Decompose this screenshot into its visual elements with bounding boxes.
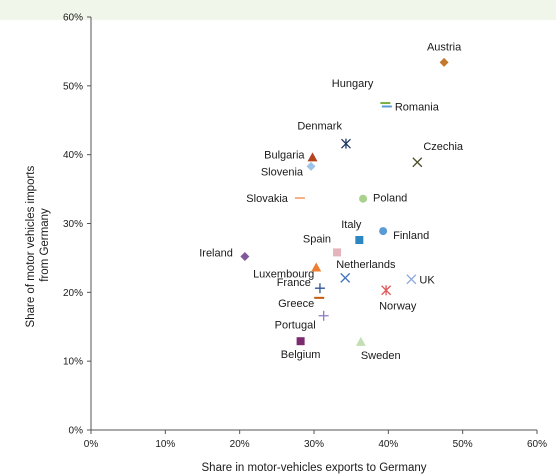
y-axis-title-line2: from Germany	[39, 208, 51, 282]
x-tick-label: 10%	[155, 439, 175, 450]
point-uk	[406, 274, 417, 285]
point-bulgaria	[307, 152, 318, 162]
y-axis-title: Share of motor vehicles imports from Ger…	[25, 163, 51, 328]
label-portugal: Portugal	[275, 320, 316, 332]
y-tick-label: 30%	[63, 219, 83, 230]
y-tick-label: 10%	[63, 357, 83, 368]
data-points	[240, 57, 449, 346]
point-slovenia	[306, 161, 316, 171]
axes	[87, 16, 538, 434]
label-luxembourg: Luxembourg	[253, 269, 314, 281]
y-tick-label: 0%	[69, 426, 84, 437]
point-netherlands	[340, 272, 351, 283]
x-tick-label: 30%	[304, 439, 324, 450]
point-austria	[439, 57, 449, 67]
label-italy: Italy	[341, 219, 362, 231]
y-axis-title-line1: Share of motor vehicles imports	[25, 166, 37, 328]
point-luxembourg	[311, 262, 322, 272]
label-ireland: Ireland	[199, 248, 233, 260]
x-tick-label: 40%	[378, 439, 398, 450]
x-tick-label: 20%	[230, 439, 250, 450]
x-tick-label: 60%	[527, 439, 547, 450]
point-spain	[333, 248, 342, 257]
y-tick-label: 20%	[63, 288, 83, 299]
point-czechia	[412, 157, 423, 168]
label-sweden: Sweden	[361, 350, 401, 362]
label-bulgaria: Bulgaria	[264, 149, 305, 161]
point-norway	[381, 285, 392, 296]
label-romania: Romania	[395, 101, 440, 113]
point-sweden	[355, 336, 366, 346]
point-poland	[359, 194, 368, 203]
point-portugal	[318, 310, 329, 321]
point-denmark	[341, 138, 351, 149]
label-slovakia: Slovakia	[246, 193, 288, 205]
header-band	[0, 0, 556, 20]
point-finland	[379, 227, 388, 236]
y-tick-label: 60%	[63, 13, 83, 24]
point-belgium	[296, 337, 305, 346]
x-tick-label: 50%	[453, 439, 473, 450]
label-netherlands: Netherlands	[336, 259, 396, 271]
label-france: France	[277, 277, 311, 289]
label-spain: Spain	[303, 233, 331, 245]
tick-labels: 0% 10% 20% 30% 40% 50% 60% 0% 10% 20% 30% 40% 50% 60%	[63, 13, 547, 451]
label-poland: Poland	[373, 193, 407, 205]
point-ireland	[240, 252, 250, 262]
point-labels: Austria Hungary Romania Denmark Czechia Bulga…	[199, 41, 464, 361]
point-italy	[355, 236, 364, 245]
label-uk: UK	[419, 274, 435, 286]
label-finland: Finland	[393, 230, 429, 242]
label-belgium: Belgium	[281, 349, 321, 361]
label-slovenia: Slovenia	[261, 166, 304, 178]
label-hungary: Hungary	[332, 78, 374, 90]
y-tick-label: 40%	[63, 150, 83, 161]
x-axis-title: Share in motor-vehicles exports to Germa…	[202, 462, 427, 474]
x-tick-label: 0%	[84, 439, 99, 450]
label-norway: Norway	[379, 300, 417, 312]
label-denmark: Denmark	[297, 121, 342, 133]
label-austria: Austria	[427, 41, 462, 53]
y-tick-label: 50%	[63, 81, 83, 92]
point-france	[314, 283, 325, 294]
label-czechia: Czechia	[423, 141, 464, 153]
label-greece: Greece	[278, 298, 314, 310]
